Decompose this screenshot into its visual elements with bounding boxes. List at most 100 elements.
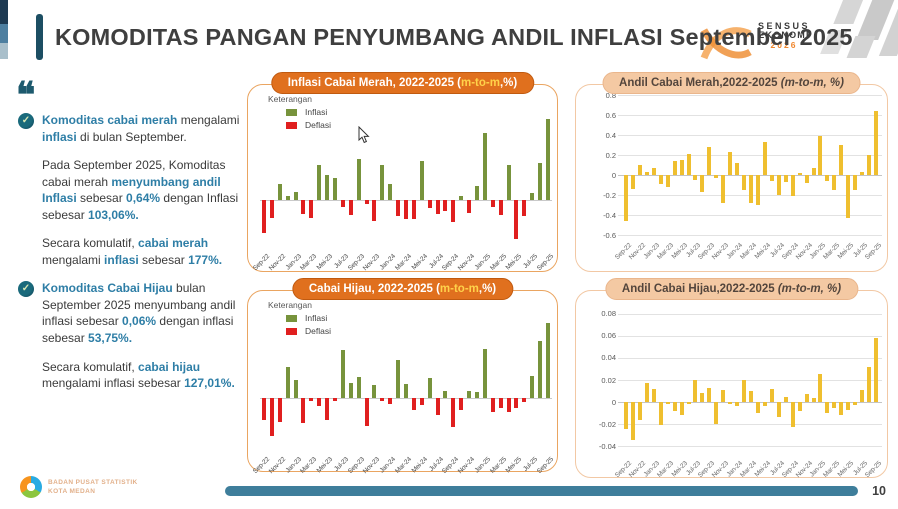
bar xyxy=(317,165,322,201)
bar xyxy=(475,392,479,398)
chart-title-inflasi-cabai-merah: Inflasi Cabai Merah, 2022-2025 (m-to-m,%… xyxy=(270,72,535,94)
bar xyxy=(762,402,767,407)
bar xyxy=(459,195,464,201)
bar xyxy=(396,360,401,398)
gridline xyxy=(618,115,882,116)
bar xyxy=(427,200,432,209)
bar xyxy=(293,379,298,398)
chart-panel-andil-cabai-merah: Andil Cabai Merah,2022-2025 (m-to-m, %) … xyxy=(575,72,888,272)
bps-logo-block: BADAN PUSAT STATISTIK KOTA MEDAN xyxy=(20,476,138,498)
gridline xyxy=(618,215,882,216)
bar xyxy=(769,388,774,403)
bar xyxy=(749,175,753,203)
highlighted-text: 0,06% xyxy=(122,314,157,329)
highlighted-text: inflasi xyxy=(104,252,139,267)
y-tick-label: -0.6 xyxy=(603,230,616,240)
bullet-item: ✓ Komoditas Cabai Hijau bulan September 2… xyxy=(18,280,242,346)
highlighted-text: 177%. xyxy=(188,252,223,267)
y-tick-label: -0.2 xyxy=(603,190,616,200)
bar xyxy=(411,200,416,220)
bar xyxy=(482,132,487,201)
bar xyxy=(693,175,698,180)
bar xyxy=(693,380,698,403)
bar xyxy=(624,175,628,221)
bar xyxy=(672,402,677,411)
body-text: sebesar xyxy=(76,191,127,206)
gridline xyxy=(618,402,882,404)
bar xyxy=(269,397,274,436)
sensus-logo-icon xyxy=(700,27,752,60)
chart-title-accent: m-to-m xyxy=(461,77,500,89)
bar xyxy=(707,387,712,403)
bar xyxy=(340,200,345,208)
bar xyxy=(404,383,408,398)
bps-org-line2: KOTA MEDAN xyxy=(48,488,96,495)
bar xyxy=(301,397,306,424)
gridline xyxy=(618,424,882,426)
legend-label: Deflasi xyxy=(305,120,331,130)
chart-title-accent: m-to-m xyxy=(439,283,479,295)
bar xyxy=(309,200,314,218)
y-tick-label: 0.06 xyxy=(601,331,616,341)
chart-title-andil-cabai-merah: Andil Cabai Merah,2022-2025 (m-to-m, %) xyxy=(602,72,861,94)
body-text: bulan September 2025 menyumbang andil in… xyxy=(42,281,236,329)
gridline xyxy=(618,357,882,359)
bar xyxy=(624,402,628,429)
bar xyxy=(388,184,393,201)
bar xyxy=(451,397,456,428)
bar xyxy=(356,376,361,398)
y-tick-label: 0.2 xyxy=(605,150,616,160)
bar xyxy=(874,338,878,403)
gridline xyxy=(618,313,882,315)
bar xyxy=(679,402,684,416)
bar xyxy=(538,163,543,201)
bar xyxy=(522,200,527,217)
highlighted-text: cabai hijau xyxy=(138,359,201,374)
chart-panel-cabai-hijau: Cabai Hijau, 2022-2025 (m-to-m,%) Ketera… xyxy=(247,278,558,475)
bar xyxy=(451,200,456,222)
bar xyxy=(679,160,684,175)
deflasi-swatch xyxy=(286,121,297,129)
bar xyxy=(832,175,837,190)
bar xyxy=(790,175,795,196)
bar xyxy=(783,175,788,182)
bar xyxy=(651,388,656,403)
bar xyxy=(846,175,851,218)
deflasi-swatch xyxy=(286,327,297,335)
summary-paragraph: Secara komulatif, cabai merah mengalami … xyxy=(42,235,242,268)
bar xyxy=(269,200,274,218)
bar xyxy=(309,397,314,402)
summary-paragraph: Pada September 2025, Komoditas cabai mer… xyxy=(42,157,242,223)
bar xyxy=(333,397,337,401)
bar xyxy=(530,193,535,201)
bar xyxy=(262,200,266,233)
bar xyxy=(506,397,511,412)
quote-icon: ❝ xyxy=(16,75,36,115)
y-tick-label: -0.4 xyxy=(603,210,616,220)
bar xyxy=(818,374,823,403)
bar xyxy=(735,163,740,175)
bar xyxy=(776,175,781,195)
bar xyxy=(325,397,330,421)
bar xyxy=(538,340,543,398)
highlighted-text: 53,75%. xyxy=(88,331,133,346)
bar xyxy=(435,397,440,415)
bar xyxy=(277,183,282,201)
sensus-line1: SENSUS xyxy=(758,21,811,31)
sensus-logo-text: SENSUS EKONOMI 2026 xyxy=(758,21,811,50)
check-icon: ✓ xyxy=(18,281,34,298)
body-text: mengalami inflasi sebesar xyxy=(42,376,185,391)
bar xyxy=(482,348,487,398)
gridline xyxy=(618,95,882,96)
bar xyxy=(853,402,858,406)
bar xyxy=(686,154,691,175)
inflasi-swatch xyxy=(286,314,297,322)
gridline xyxy=(618,446,882,448)
y-tick-label: 0.04 xyxy=(601,353,616,363)
legend-label: Inflasi xyxy=(305,107,328,117)
bar xyxy=(700,175,705,192)
bar-plot-cabai-hijau: Sep-22 Nov-22 Jan-23 Mar-23 Mei-23 Jul-23 Sep-… xyxy=(252,321,555,475)
bar xyxy=(714,175,719,178)
gridline xyxy=(618,335,882,337)
